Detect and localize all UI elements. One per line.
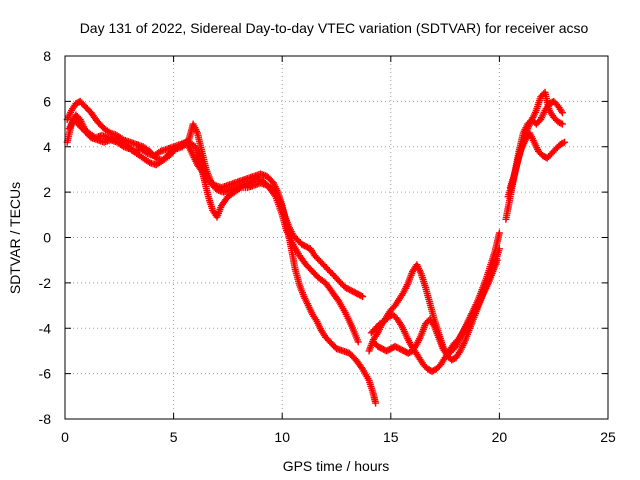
chart-title: Day 131 of 2022, Sidereal Day-to-day VTE… [80, 20, 589, 36]
x-tick-label: 10 [274, 429, 290, 445]
data-point [235, 185, 243, 193]
x-tick-label: 20 [492, 429, 508, 445]
data-point [561, 138, 569, 146]
x-tick-label: 5 [170, 429, 178, 445]
x-tick-label: 25 [600, 429, 616, 445]
data-series-9 [506, 97, 566, 192]
data-point [495, 229, 503, 237]
y-tick-labels: -8 -6 -4 -2 0 2 4 6 8 [39, 48, 608, 427]
data-point [357, 292, 365, 300]
grid-lines [65, 56, 608, 419]
data-series-6 [369, 245, 503, 364]
y-tick-label: -4 [39, 320, 52, 336]
y-tick-label: 2 [43, 184, 51, 200]
y-tick-label: 4 [43, 139, 51, 155]
data-series-3 [65, 116, 367, 300]
data-point [354, 338, 362, 346]
plot-frame [64, 55, 609, 420]
y-tick-label: 6 [43, 93, 51, 109]
data-point [359, 293, 367, 300]
x-tick-label: 0 [61, 429, 69, 445]
data-series-7 [502, 88, 566, 223]
data-point [558, 120, 566, 128]
data-point [558, 109, 566, 117]
y-tick-label: -6 [39, 366, 52, 382]
y-tick-label: 8 [43, 48, 51, 64]
y-axis-label: SDTVAR / TECUs [7, 182, 23, 294]
y-tick-label: -8 [39, 411, 52, 427]
x-tick-labels: 0 5 10 15 20 25 [61, 56, 616, 445]
x-tick-label: 15 [383, 429, 399, 445]
data-point [557, 119, 565, 127]
x-axis-label: GPS time / hours [283, 458, 390, 474]
data-marks [63, 88, 569, 407]
y-tick-label: -2 [39, 275, 52, 291]
y-tick-label: 0 [43, 230, 51, 246]
data-point [559, 139, 567, 147]
data-point [372, 399, 380, 407]
data-series-8 [504, 129, 569, 201]
data-point [495, 245, 503, 253]
data-series-2 [63, 97, 380, 407]
